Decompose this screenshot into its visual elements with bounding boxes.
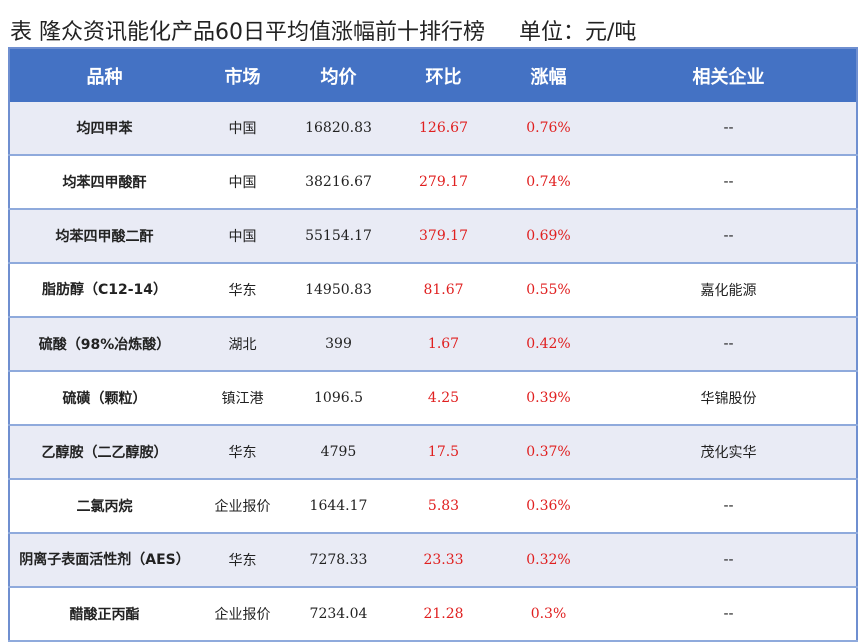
cell-change: 0.32%	[496, 533, 601, 588]
unit-label: 单位：元/吨	[519, 20, 637, 45]
cell-market: 华东	[199, 425, 286, 480]
cell-company: --	[601, 533, 857, 588]
cell-market: 中国	[199, 155, 286, 210]
cell-name: 阴离子表面活性剂（AES）	[9, 533, 199, 588]
table-title: 表 隆众资讯能化产品60日平均值涨幅前十排行榜 单位：元/吨	[10, 14, 636, 46]
table-row: 二氯丙烷 企业报价 1644.17 5.83 0.36% --	[9, 479, 857, 534]
cell-mom: 17.5	[391, 425, 496, 480]
cell-price: 16820.83	[286, 102, 391, 156]
table-row: 均苯四甲酸二酐 中国 55154.17 379.17 0.69% --	[9, 209, 857, 264]
cell-change: 0.3%	[496, 587, 601, 642]
cell-name: 脂肪醇（C12-14）	[9, 263, 199, 318]
cell-mom: 5.83	[391, 479, 496, 534]
cell-company: --	[601, 479, 857, 534]
cell-change: 0.76%	[496, 102, 601, 156]
cell-change: 0.55%	[496, 263, 601, 318]
header-mom: 环比	[391, 47, 496, 102]
cell-name: 硫酸（98%冶炼酸）	[9, 317, 199, 372]
cell-company: 嘉化能源	[601, 263, 857, 318]
header-company: 相关企业	[601, 47, 857, 102]
cell-price: 1644.17	[286, 479, 391, 534]
cell-company: --	[601, 587, 857, 642]
cell-company: 华锦股份	[601, 371, 857, 426]
cell-change: 0.42%	[496, 317, 601, 372]
ranking-table: 品种 市场 均价 环比 涨幅 相关企业 均四甲苯 中国 16820.83 126.67…	[8, 47, 858, 642]
cell-name: 均四甲苯	[9, 102, 199, 156]
cell-name: 醋酸正丙酯	[9, 587, 199, 642]
cell-market: 湖北	[199, 317, 286, 372]
title-text: 表 隆众资讯能化产品60日平均值涨幅前十排行榜	[10, 20, 485, 45]
cell-mom: 81.67	[391, 263, 496, 318]
cell-mom: 21.28	[391, 587, 496, 642]
cell-market: 中国	[199, 102, 286, 156]
cell-market: 华东	[199, 263, 286, 318]
header-price: 均价	[286, 47, 391, 102]
cell-name: 乙醇胺（二乙醇胺）	[9, 425, 199, 480]
cell-company: --	[601, 102, 857, 156]
cell-mom: 379.17	[391, 209, 496, 264]
header-market: 市场	[199, 47, 286, 102]
cell-market: 镇江港	[199, 371, 286, 426]
cell-change: 0.37%	[496, 425, 601, 480]
cell-name: 硫磺（颗粒）	[9, 371, 199, 426]
cell-company: 茂化实华	[601, 425, 857, 480]
cell-price: 14950.83	[286, 263, 391, 318]
cell-price: 399	[286, 317, 391, 372]
cell-mom: 126.67	[391, 102, 496, 156]
cell-change: 0.36%	[496, 479, 601, 534]
cell-mom: 1.67	[391, 317, 496, 372]
cell-price: 38216.67	[286, 155, 391, 210]
cell-mom: 23.33	[391, 533, 496, 588]
cell-mom: 4.25	[391, 371, 496, 426]
cell-name: 均苯四甲酸二酐	[9, 209, 199, 264]
cell-market: 中国	[199, 209, 286, 264]
cell-market: 企业报价	[199, 479, 286, 534]
cell-change: 0.74%	[496, 155, 601, 210]
cell-change: 0.39%	[496, 371, 601, 426]
cell-price: 4795	[286, 425, 391, 480]
header-name: 品种	[9, 47, 199, 102]
table-row: 硫酸（98%冶炼酸） 湖北 399 1.67 0.42% --	[9, 317, 857, 372]
cell-company: --	[601, 155, 857, 210]
table-row: 脂肪醇（C12-14） 华东 14950.83 81.67 0.55% 嘉化能源	[9, 263, 857, 318]
cell-price: 1096.5	[286, 371, 391, 426]
cell-company: --	[601, 317, 857, 372]
cell-company: --	[601, 209, 857, 264]
table-row: 均四甲苯 中国 16820.83 126.67 0.76% --	[9, 102, 857, 156]
table-row: 乙醇胺（二乙醇胺） 华东 4795 17.5 0.37% 茂化实华	[9, 425, 857, 480]
cell-name: 均苯四甲酸酐	[9, 155, 199, 210]
cell-market: 华东	[199, 533, 286, 588]
table-row: 阴离子表面活性剂（AES） 华东 7278.33 23.33 0.32% --	[9, 533, 857, 588]
cell-change: 0.69%	[496, 209, 601, 264]
cell-market: 企业报价	[199, 587, 286, 642]
cell-price: 7234.04	[286, 587, 391, 642]
table-row: 醋酸正丙酯 企业报价 7234.04 21.28 0.3% --	[9, 587, 857, 642]
header-change: 涨幅	[496, 47, 601, 102]
cell-price: 7278.33	[286, 533, 391, 588]
cell-name: 二氯丙烷	[9, 479, 199, 534]
cell-mom: 279.17	[391, 155, 496, 210]
table-row: 硫磺（颗粒） 镇江港 1096.5 4.25 0.39% 华锦股份	[9, 371, 857, 426]
cell-price: 55154.17	[286, 209, 391, 264]
table-row: 均苯四甲酸酐 中国 38216.67 279.17 0.74% --	[9, 155, 857, 210]
header-row: 品种 市场 均价 环比 涨幅 相关企业	[9, 47, 857, 102]
